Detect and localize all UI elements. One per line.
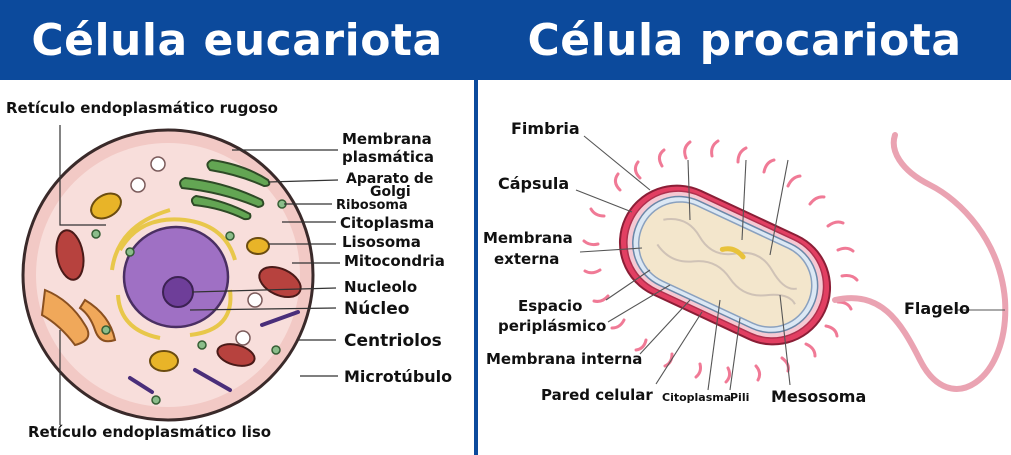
title-prokaryote: Célula procariota xyxy=(478,0,1011,80)
vesicles xyxy=(130,156,263,346)
label-citoplasma: Citoplasma xyxy=(340,214,434,232)
mesosoma-fold xyxy=(719,246,746,260)
label-pili: Pili xyxy=(730,391,749,404)
label-rel: Retículo endoplasmático liso xyxy=(28,423,271,441)
label-mitocondria: Mitocondria xyxy=(344,252,445,270)
label-golgi-1: Aparato de xyxy=(346,171,433,187)
label-membrana-1: Membrana xyxy=(342,130,432,148)
panel-divider xyxy=(474,0,478,455)
label-lisosoma: Lisosoma xyxy=(342,233,421,251)
label-membrana-ext-1: Membrana xyxy=(483,229,573,247)
label-citoplasma-pro: Citoplasma xyxy=(662,391,731,404)
lysosomes xyxy=(90,192,270,372)
label-espacio-1: Espacio xyxy=(518,297,582,315)
label-capsula: Cápsula xyxy=(498,174,569,193)
label-microtubulo: Microtúbulo xyxy=(344,367,452,386)
label-centriolos: Centriolos xyxy=(344,331,442,351)
label-fimbria: Fimbria xyxy=(511,119,580,138)
pili xyxy=(582,139,859,384)
title-eukaryote: Célula eucariota xyxy=(0,0,474,80)
ribosomes xyxy=(91,199,287,405)
label-membrana-2: plasmática xyxy=(342,148,434,166)
label-rer: Retículo endoplasmático rugoso xyxy=(6,99,278,117)
label-nucleolo: Nucleolo xyxy=(344,278,417,296)
microtubules xyxy=(128,310,300,394)
label-membrana-int: Membrana interna xyxy=(486,350,642,368)
label-espacio-2: periplásmico xyxy=(498,317,606,335)
label-pared: Pared celular xyxy=(541,386,653,404)
label-ribosoma: Ribosoma xyxy=(336,198,408,213)
label-membrana-ext-2: externa xyxy=(494,250,559,268)
label-mesosoma: Mesosoma xyxy=(771,387,866,406)
golgi-apparatus xyxy=(179,158,271,221)
eukaryote-leader-lines xyxy=(59,125,340,425)
prokaryotic-cell xyxy=(575,132,1009,392)
rough-er xyxy=(110,208,237,340)
mitochondria xyxy=(55,229,302,367)
eukaryotic-cell xyxy=(21,125,340,425)
prokaryote-leader-lines xyxy=(575,135,1005,391)
label-nucleo: Núcleo xyxy=(344,299,409,319)
nucleolus xyxy=(162,276,194,308)
flagellum xyxy=(832,132,1009,392)
label-flagelo: Flagelo xyxy=(904,299,970,318)
label-golgi-2: Golgi xyxy=(370,184,411,200)
